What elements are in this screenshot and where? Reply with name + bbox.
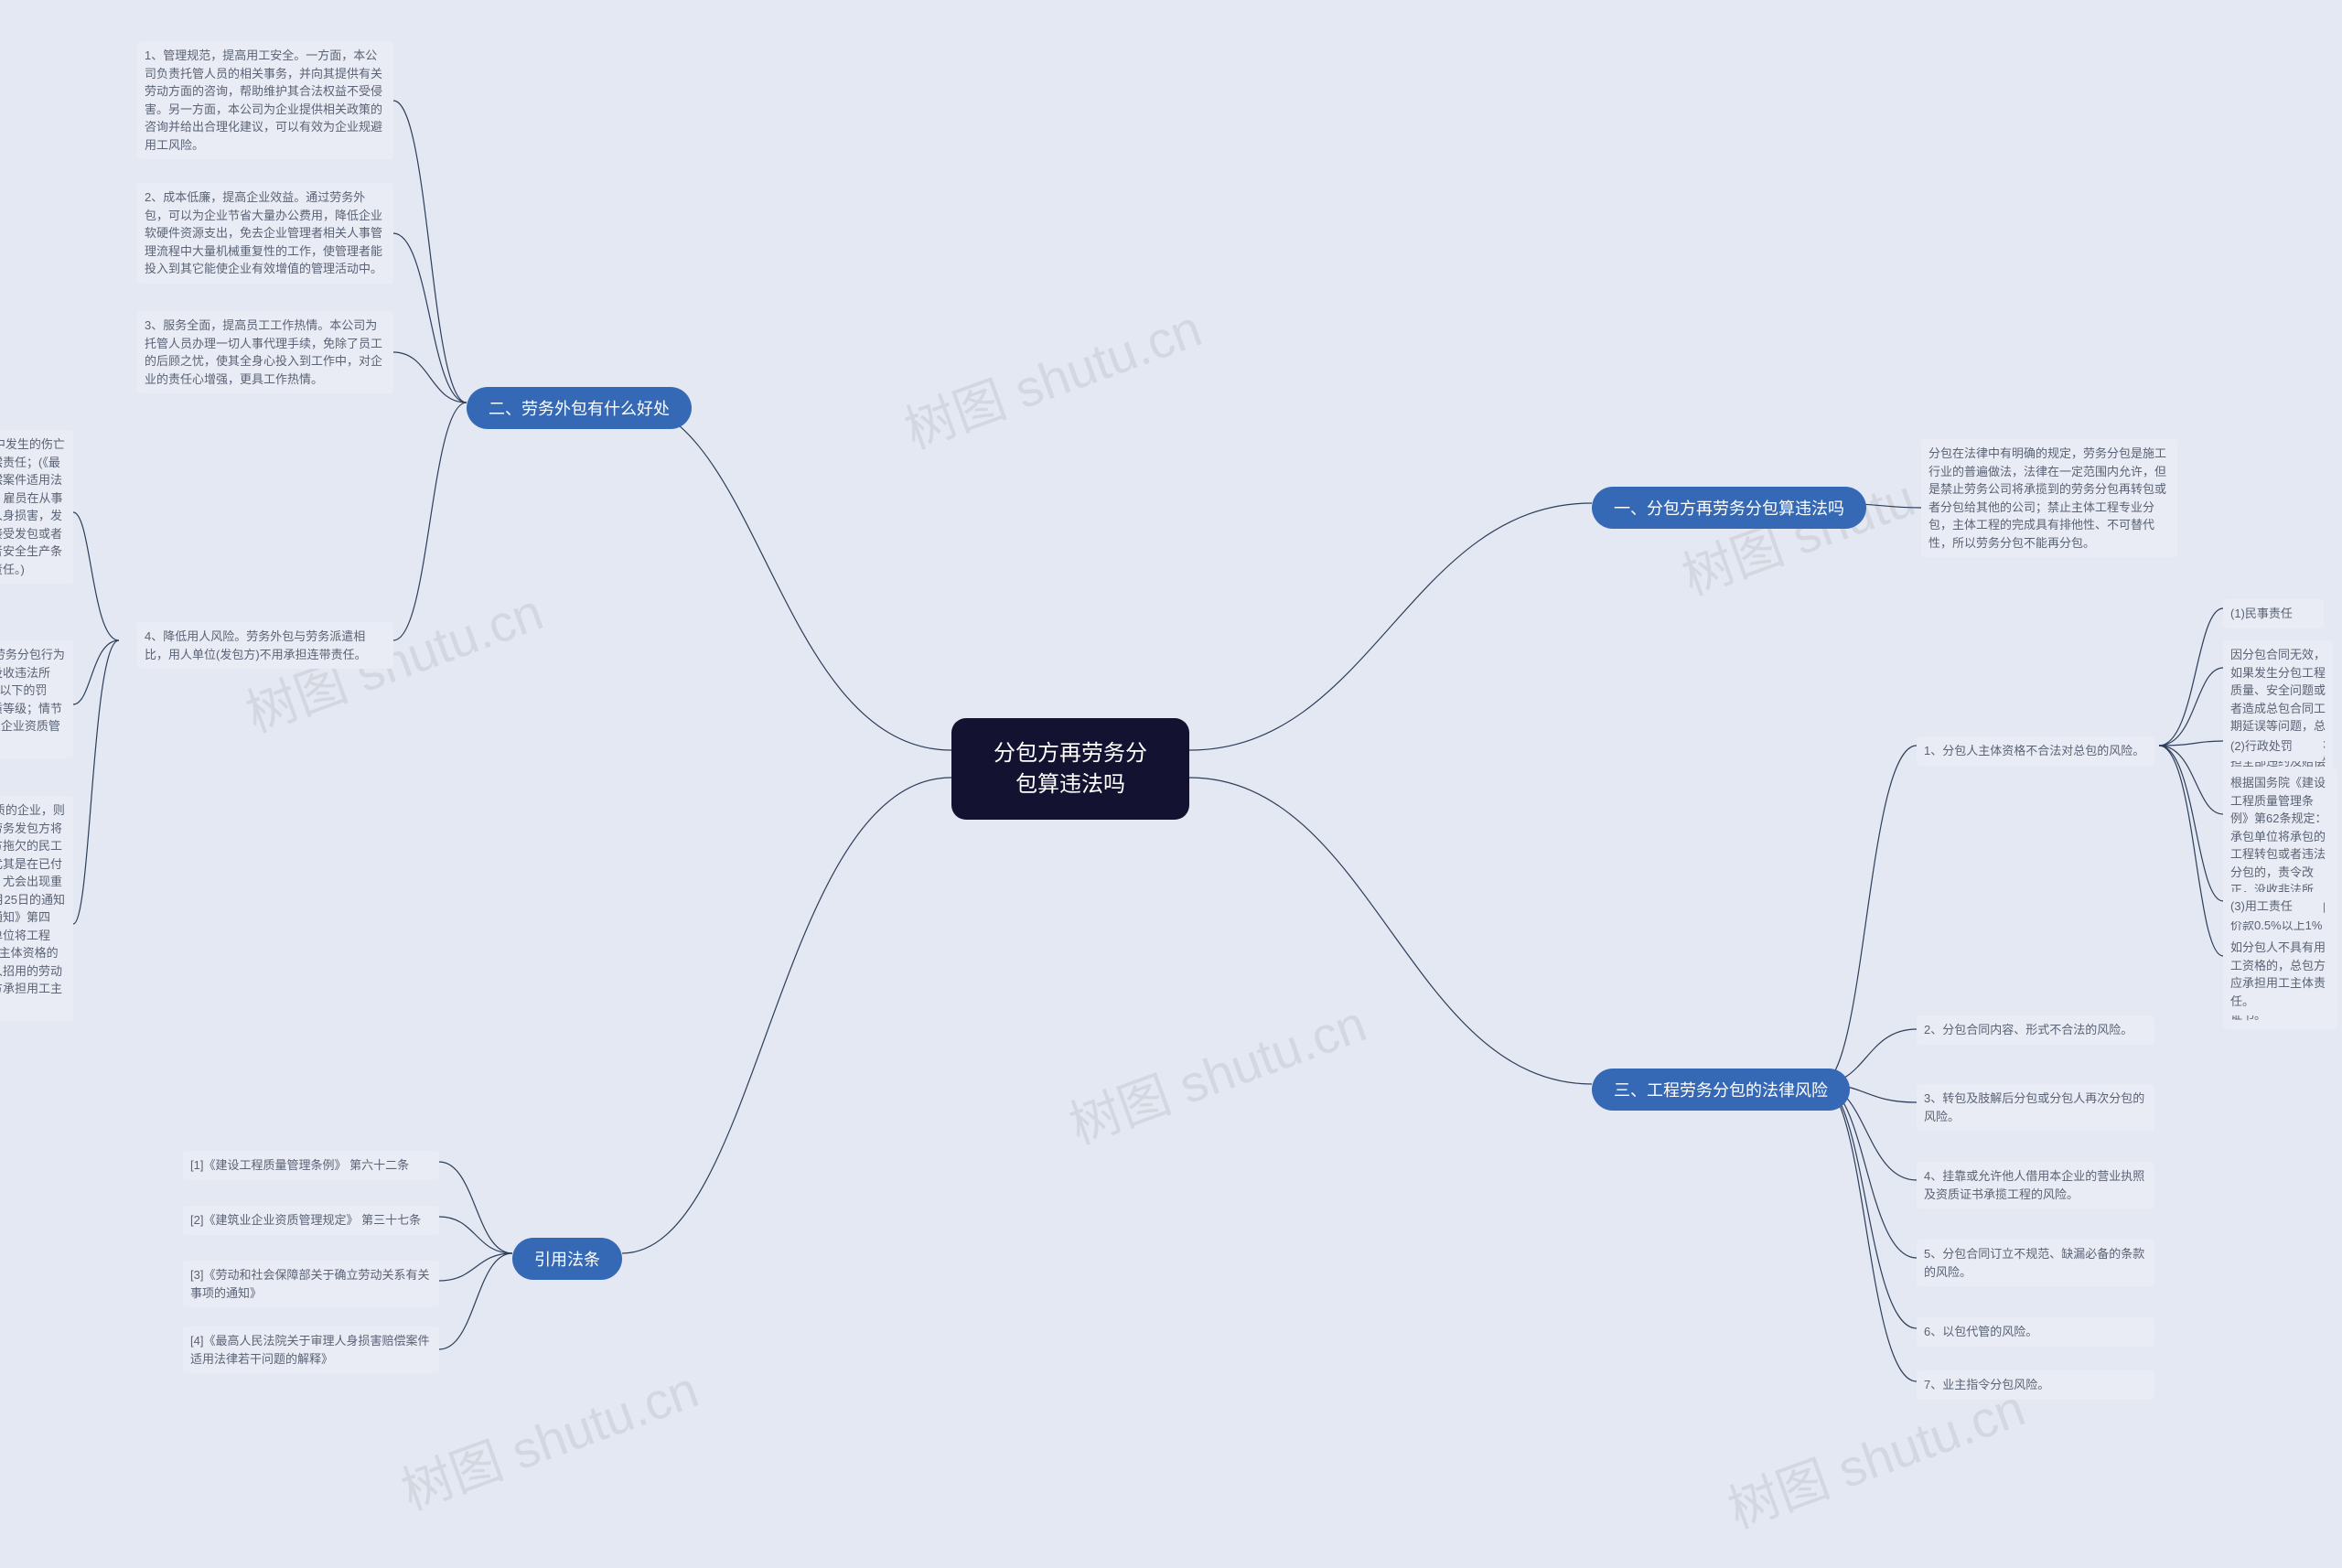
b3-c0-sub-4: (3)用工责任 bbox=[2223, 892, 2324, 921]
branch-ref: 引用法条 bbox=[512, 1238, 622, 1280]
b3-child-5: 6、以包代管的风险。 bbox=[1917, 1317, 2154, 1347]
b3-child-3: 4、挂靠或允许他人借用本企业的营业执照及资质证书承揽工程的风险。 bbox=[1917, 1162, 2154, 1208]
b3-child-1: 2、分包合同内容、形式不合法的风险。 bbox=[1917, 1015, 2154, 1045]
bref-child-1: [2]《建筑业企业资质管理规定》 第三十七条 bbox=[183, 1206, 439, 1235]
b2-child-1: 2、成本低廉，提高企业效益。通过劳务外包，可以为企业节省大量办公费用，降低企业软… bbox=[137, 183, 393, 284]
b2-c3-sub-2: (3)若劳务分包方为自然人或无资质的企业，则该自然人或企业招用的劳动者与劳务发包… bbox=[0, 796, 73, 1021]
branch-2: 二、劳务外包有什么好处 bbox=[467, 387, 692, 429]
bref-child-2: [3]《劳动和社会保障部关于确立劳动关系有关事项的通知》 bbox=[183, 1261, 439, 1307]
b3-c0-sub-5: 如分包人不具有用工资格的，总包方应承担用工主体责任。 bbox=[2223, 933, 2333, 1015]
b3-c0-sub-2: (2)行政处罚 bbox=[2223, 732, 2324, 761]
bref-child-3: [4]《最高人民法院关于审理人身损害赔偿案件适用法律若干问题的解释》 bbox=[183, 1326, 439, 1373]
b2-c3-sub-1: (2)由于劳务分包方无资质导致该劳务分包行为违法，行政机关可以责令改正，没收违法… bbox=[0, 640, 73, 758]
b2-c3-sub-0: (1)劳务分包方的工作人员在施工中发生的伤亡事故，劳务发包方要承担连带赔偿责任；… bbox=[0, 430, 73, 584]
b3-child-6: 7、业主指令分包风险。 bbox=[1917, 1370, 2154, 1400]
branch-3: 三、工程劳务分包的法律风险 bbox=[1592, 1069, 1850, 1111]
b3-child-2: 3、转包及肢解后分包或分包人再次分包的风险。 bbox=[1917, 1084, 2154, 1131]
b3-child-0: 1、分包人主体资格不合法对总包的风险。 bbox=[1917, 736, 2154, 766]
b2-child-3: 4、降低用人风险。劳务外包与劳务派遣相比，用人单位(发包方)不用承担连带责任。 bbox=[137, 622, 393, 669]
watermark: 树图 shutu.cn bbox=[390, 1348, 707, 1524]
b3-child-4: 5、分包合同订立不规范、缺漏必备的条款的风险。 bbox=[1917, 1240, 2154, 1286]
b2-child-2: 3、服务全面，提高员工工作热情。本公司为托管人员办理一切人事代理手续，免除了员工… bbox=[137, 311, 393, 393]
b2-child-0: 1、管理规范，提高用工安全。一方面，本公司负责托管人员的相关事务，并向其提供有关… bbox=[137, 41, 393, 159]
center-node: 分包方再劳务分包算违法吗 bbox=[951, 718, 1189, 820]
bref-child-0: [1]《建设工程质量管理条例》 第六十二条 bbox=[183, 1151, 439, 1180]
b1-child-0: 分包在法律中有明确的规定，劳务分包是施工行业的普遍做法，法律在一定范围内允许，但… bbox=[1921, 439, 2177, 557]
watermark: 树图 shutu.cn bbox=[893, 287, 1210, 463]
b3-c0-sub-0: (1)民事责任 bbox=[2223, 599, 2324, 628]
branch-1: 一、分包方再劳务分包算违法吗 bbox=[1592, 487, 1866, 529]
watermark: 树图 shutu.cn bbox=[1058, 983, 1375, 1158]
